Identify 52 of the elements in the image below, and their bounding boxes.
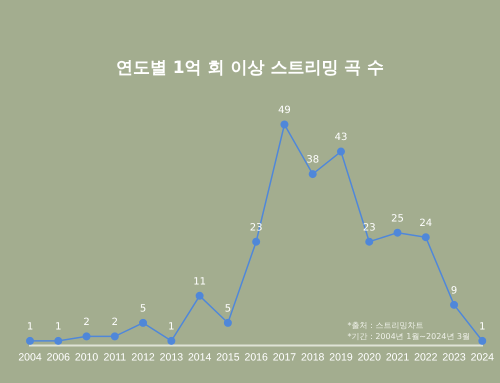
data-label: 11 xyxy=(193,276,206,288)
point xyxy=(365,238,374,246)
x-tick-label: 2014 xyxy=(188,352,212,364)
x-tick-label: 2018 xyxy=(301,352,325,364)
x-tick-label: 2019 xyxy=(329,352,353,364)
point xyxy=(26,336,34,345)
data-label: 1 xyxy=(55,321,62,332)
point xyxy=(167,336,176,345)
point xyxy=(450,300,458,309)
x-tick-label: 2023 xyxy=(442,352,466,364)
x-tick-label: 2013 xyxy=(160,352,184,364)
data-label: 1 xyxy=(168,321,175,332)
data-label: 43 xyxy=(334,132,348,144)
x-tick-label: 2024 xyxy=(470,352,494,364)
data-label: 49 xyxy=(278,105,291,116)
x-tick-label: 2020 xyxy=(358,352,382,364)
x-tick-label: 2015 xyxy=(216,352,240,364)
data-label: 25 xyxy=(391,213,404,224)
data-label: 5 xyxy=(224,303,232,314)
point xyxy=(110,332,119,340)
x-tick-label: 2012 xyxy=(131,352,155,364)
x-tick-label: 2010 xyxy=(74,352,98,364)
point xyxy=(280,120,288,129)
chart-title: 연도별 1억 회 이상 스트리밍 곡 수 xyxy=(114,57,386,79)
data-label: 1 xyxy=(479,321,486,332)
annotation: *출처 : 스트리밍차트 xyxy=(348,320,424,331)
data-label: 1 xyxy=(26,321,34,332)
data-label: 2 xyxy=(112,316,118,328)
point xyxy=(394,228,402,237)
data-label: 5 xyxy=(140,303,146,314)
x-tick-label: 2011 xyxy=(104,352,126,364)
point xyxy=(308,170,317,178)
point xyxy=(422,233,430,242)
x-tick-label: 2004 xyxy=(18,352,42,364)
data-label: 9 xyxy=(450,285,458,296)
data-label: 24 xyxy=(419,218,432,229)
point xyxy=(54,336,62,345)
point xyxy=(82,332,91,340)
data-label: 38 xyxy=(306,154,320,166)
point xyxy=(196,292,204,300)
data-label: 2 xyxy=(83,316,90,328)
point xyxy=(478,336,486,345)
point xyxy=(139,318,148,327)
x-tick-label: 2022 xyxy=(414,352,438,364)
x-tick-label: 2017 xyxy=(272,352,296,364)
point xyxy=(336,148,345,156)
point xyxy=(224,318,232,327)
x-tick-label: 2021 xyxy=(386,352,410,364)
x-tick-label: 2016 xyxy=(244,352,268,364)
point xyxy=(252,238,260,246)
x-tick-label: 2006 xyxy=(46,352,70,364)
annotation: *기간 : 2004년 1월~2024년 3월 xyxy=(348,331,470,342)
